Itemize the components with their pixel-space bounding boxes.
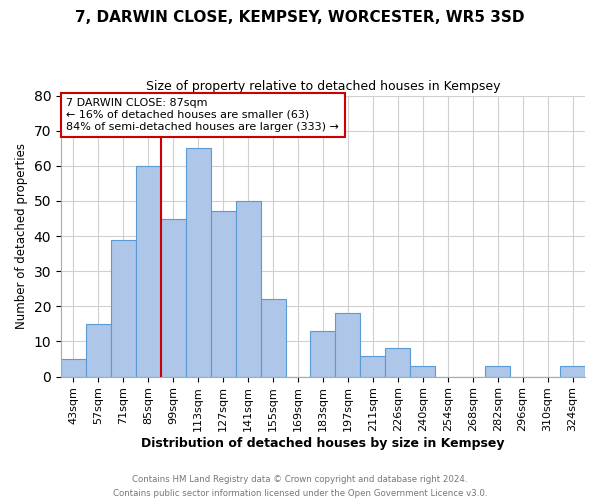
Bar — [185, 148, 211, 376]
Bar — [260, 300, 286, 376]
Text: 7 DARWIN CLOSE: 87sqm
← 16% of detached houses are smaller (63)
84% of semi-deta: 7 DARWIN CLOSE: 87sqm ← 16% of detached … — [66, 98, 339, 132]
Bar — [161, 218, 185, 376]
Text: Contains HM Land Registry data © Crown copyright and database right 2024.
Contai: Contains HM Land Registry data © Crown c… — [113, 476, 487, 498]
X-axis label: Distribution of detached houses by size in Kempsey: Distribution of detached houses by size … — [141, 437, 505, 450]
Bar — [361, 356, 385, 376]
Bar — [385, 348, 410, 376]
Text: 7, DARWIN CLOSE, KEMPSEY, WORCESTER, WR5 3SD: 7, DARWIN CLOSE, KEMPSEY, WORCESTER, WR5… — [75, 10, 525, 25]
Bar — [410, 366, 435, 376]
Bar — [61, 359, 86, 376]
Bar — [136, 166, 161, 376]
Y-axis label: Number of detached properties: Number of detached properties — [15, 143, 28, 329]
Bar — [211, 212, 236, 376]
Title: Size of property relative to detached houses in Kempsey: Size of property relative to detached ho… — [146, 80, 500, 93]
Bar — [485, 366, 510, 376]
Bar — [310, 331, 335, 376]
Bar — [86, 324, 111, 376]
Bar — [111, 240, 136, 376]
Bar — [236, 201, 260, 376]
Bar — [560, 366, 585, 376]
Bar — [335, 314, 361, 376]
